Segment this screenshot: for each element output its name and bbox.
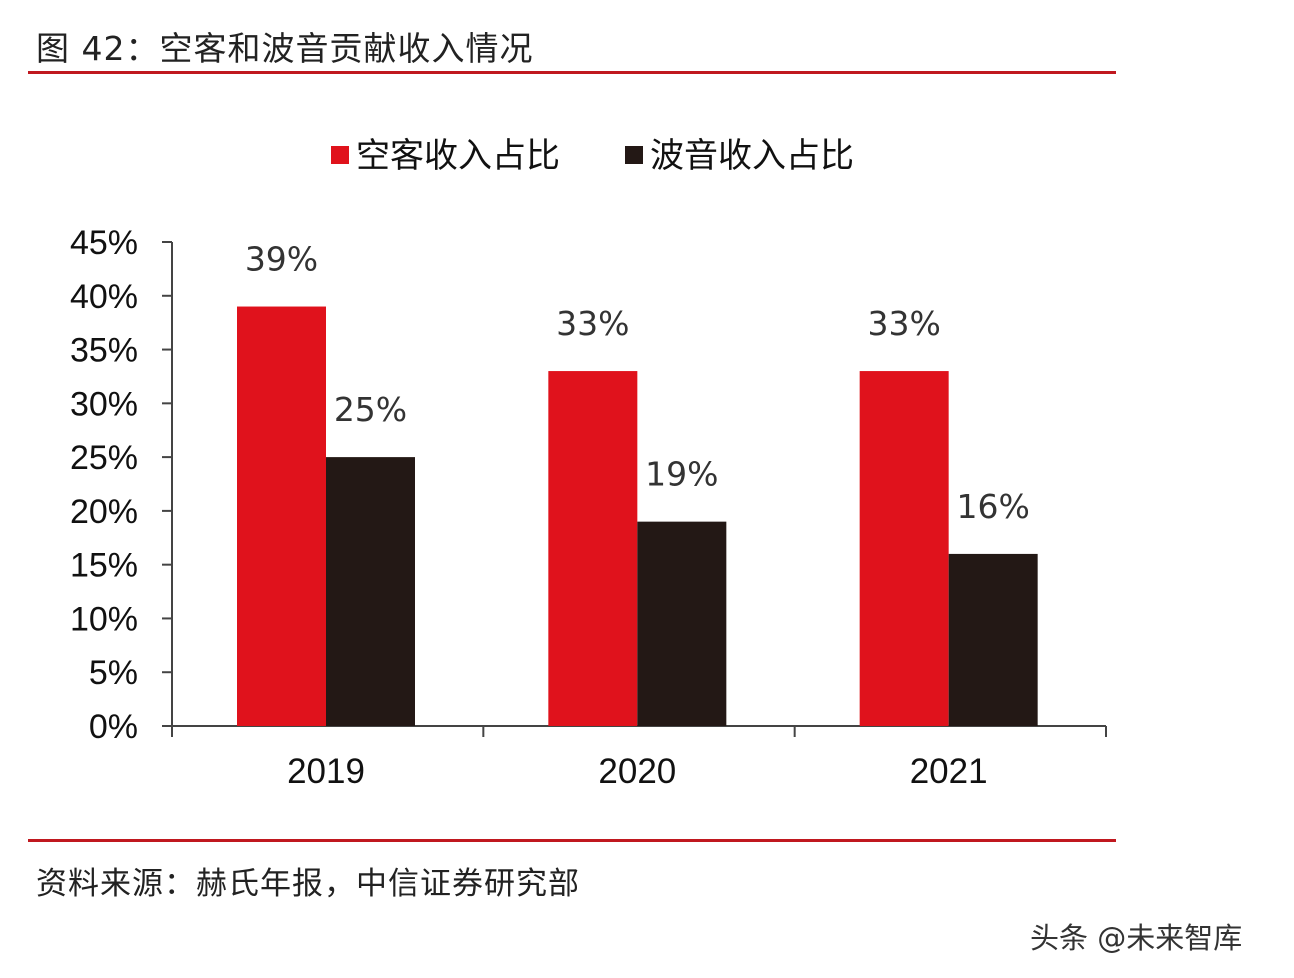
y-tick-label: 20%: [70, 493, 138, 531]
y-tick-label: 45%: [70, 224, 138, 262]
bar-airbus: [237, 306, 326, 726]
bar-boeing: [637, 521, 727, 726]
y-tick-label: 10%: [70, 600, 138, 638]
legend-label: 波音收入占比: [650, 136, 854, 176]
bar-airbus: [548, 371, 638, 726]
figure-title: 图 42：空客和波音贡献收入情况: [36, 29, 534, 68]
bar-boeing: [948, 553, 1038, 726]
watermark: 头条 @未来智库: [1030, 921, 1243, 955]
y-tick-label: 25%: [70, 439, 138, 477]
data-label: 39%: [245, 240, 318, 279]
y-tick-label: 40%: [70, 278, 138, 316]
source-note: 资料来源：赫氏年报，中信证券研究部: [36, 866, 580, 902]
bottom-rule: [28, 839, 1116, 842]
data-label: 19%: [645, 455, 718, 494]
y-tick-label: 0%: [89, 708, 138, 746]
bar-boeing: [326, 457, 415, 726]
y-tick-label: 35%: [70, 332, 138, 370]
y-tick-label: 15%: [70, 547, 138, 585]
x-category-label: 2019: [287, 752, 365, 791]
data-label: 16%: [956, 487, 1029, 526]
data-label: 33%: [556, 304, 629, 343]
bar-airbus: [859, 371, 949, 726]
legend-label: 空客收入占比: [356, 136, 560, 176]
x-category-label: 2021: [910, 752, 988, 791]
data-label: 33%: [867, 304, 940, 343]
y-tick-label: 30%: [70, 385, 138, 423]
x-category-label: 2020: [598, 752, 676, 791]
y-tick-label: 5%: [89, 654, 138, 692]
legend-swatch: [331, 146, 349, 164]
legend-swatch: [625, 146, 643, 164]
data-label: 25%: [334, 390, 407, 429]
top-rule: [28, 71, 1116, 74]
